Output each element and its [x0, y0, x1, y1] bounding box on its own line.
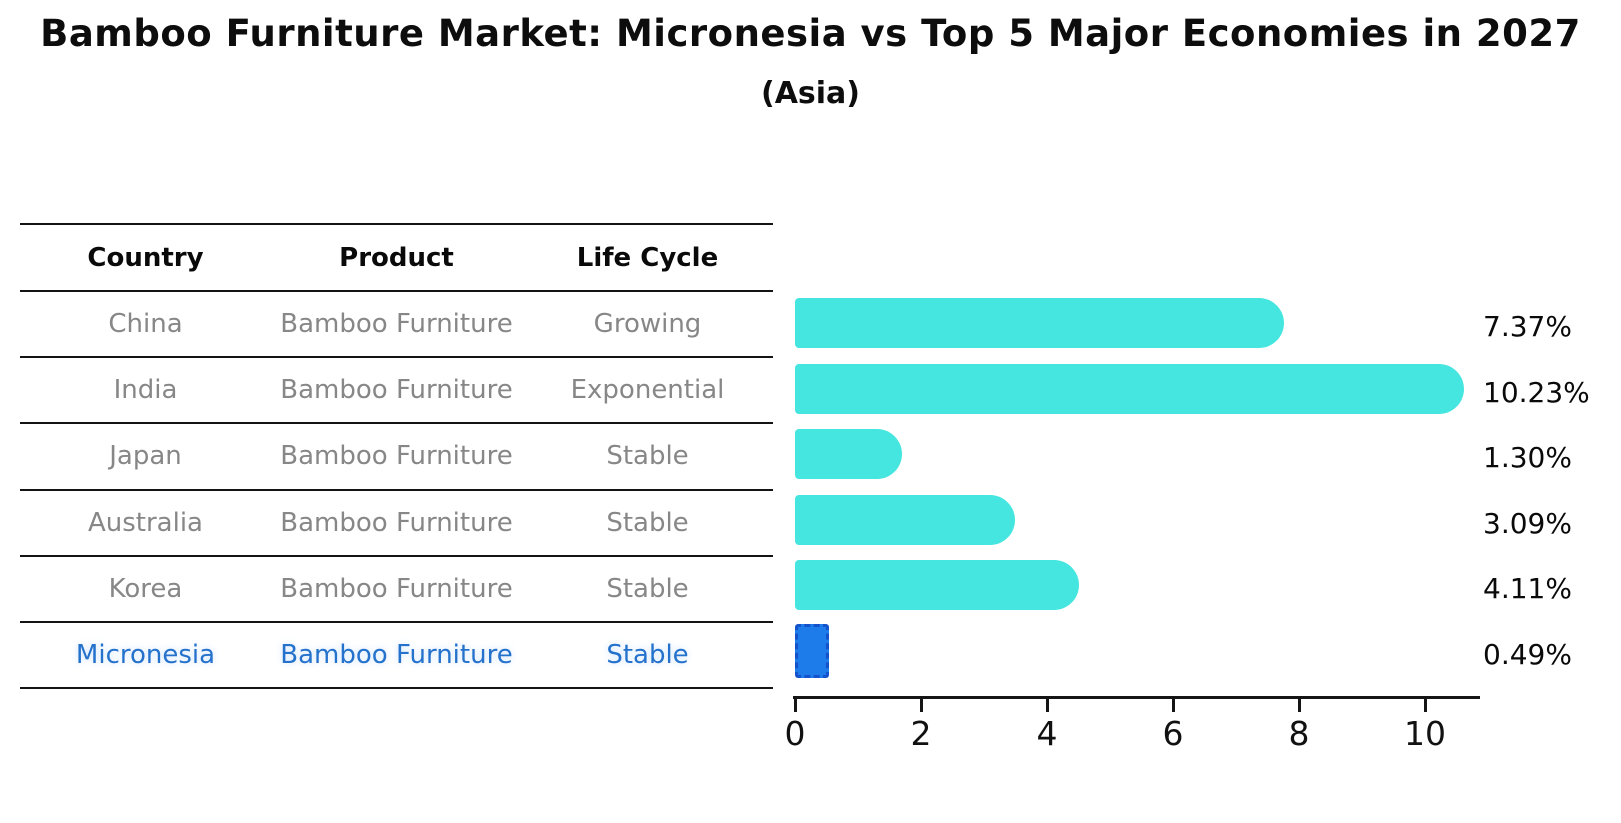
x-axis-tick-label: 4: [1036, 714, 1058, 753]
x-axis-tick-label: 8: [1288, 714, 1310, 753]
table-cell-product: Bamboo Furniture: [280, 375, 513, 406]
table-cell-product: Bamboo Furniture: [280, 640, 513, 671]
chart-subtitle: (Asia): [760, 76, 861, 111]
table-cell-country: India: [113, 375, 178, 406]
table-row: China Bamboo Furniture Growing: [20, 292, 773, 359]
table-row: India Bamboo Furniture Exponential: [20, 358, 773, 425]
x-axis-tick-label: 10: [1404, 714, 1446, 753]
table-row: Japan Bamboo Furniture Stable: [20, 424, 773, 491]
table-row: Micronesia Bamboo Furniture Stable: [20, 623, 773, 690]
x-axis-tick: [1424, 699, 1427, 712]
x-axis: [793, 696, 1480, 699]
x-axis-tick: [794, 699, 797, 712]
bar-korea: [795, 560, 1079, 610]
table-cell-life-cycle: Stable: [606, 441, 689, 472]
x-axis-tick: [1172, 699, 1175, 712]
bar-value-label: 0.49%: [1483, 637, 1572, 671]
table-header-row: Country Product Life Cycle: [20, 225, 773, 292]
table-cell-product: Bamboo Furniture: [280, 573, 513, 604]
column-header-life-cycle: Life Cycle: [576, 242, 719, 273]
table-cell-product: Bamboo Furniture: [280, 441, 513, 472]
table-row: Korea Bamboo Furniture Stable: [20, 557, 773, 623]
x-axis-tick: [1046, 699, 1049, 712]
x-axis-tick: [920, 699, 923, 712]
column-header-country: Country: [87, 242, 204, 273]
bar-value-label: 1.30%: [1483, 441, 1572, 474]
bar-value-label: 10.23%: [1483, 375, 1590, 409]
table-cell-product: Bamboo Furniture: [280, 309, 513, 340]
table-cell-country: Korea: [108, 573, 183, 604]
bar-value-label: 3.09%: [1483, 506, 1572, 540]
comparison-table: Country Product Life Cycle China Bamboo F…: [20, 223, 773, 690]
table-cell-country: China: [108, 309, 183, 340]
table-cell-life-cycle: Stable: [606, 507, 689, 538]
bar-highlight-micronesia: [795, 623, 829, 678]
bar-china: [795, 298, 1284, 348]
table-cell-life-cycle: Stable: [606, 640, 689, 671]
bar-value-label: 4.11%: [1483, 572, 1572, 605]
table-cell-country: Micronesia: [75, 640, 216, 671]
table-cell-life-cycle: Exponential: [570, 375, 725, 406]
bar-japan: [795, 429, 902, 479]
bar-australia: [795, 494, 1015, 545]
chart-title: Bamboo Furniture Market: Micronesia vs T…: [40, 12, 1581, 55]
table-cell-product: Bamboo Furniture: [280, 507, 513, 538]
table-cell-country: Japan: [109, 441, 182, 472]
table-row: Australia Bamboo Furniture Stable: [20, 491, 773, 557]
table-cell-country: Australia: [87, 507, 203, 538]
bar-india: [795, 363, 1464, 414]
bar-value-label: 7.37%: [1483, 310, 1572, 343]
x-axis-tick-label: 6: [1162, 714, 1184, 753]
x-axis-tick-label: 0: [784, 714, 806, 753]
x-axis-tick-label: 2: [910, 714, 932, 753]
x-axis-tick: [1298, 699, 1301, 712]
table-cell-life-cycle: Growing: [593, 309, 702, 340]
table-cell-life-cycle: Stable: [606, 573, 689, 604]
column-header-product: Product: [339, 242, 454, 273]
